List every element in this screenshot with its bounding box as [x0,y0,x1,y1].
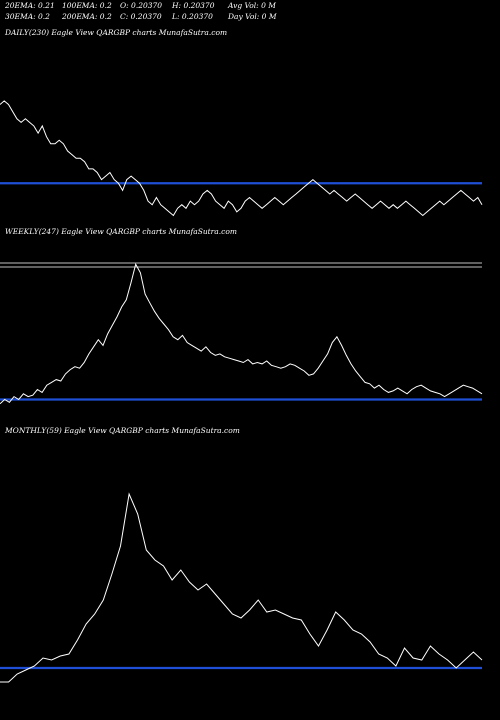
low-label: L: 0.20370 [172,12,213,21]
monthly-chart-title: MONTHLY(59) Eagle View QARGBP charts Mun… [5,426,240,435]
daily-price-line [0,100,483,217]
day-vol-label: Day Vol: 0 M [228,12,277,21]
close-label: C: 0.20370 [120,12,162,21]
weekly-chart-title: WEEKLY(247) Eagle View QARGBP charts Mun… [5,227,237,236]
ema30-label: 30EMA: 0.2 [5,12,50,21]
avg-vol-label: Avg Vol: 0 M [228,1,276,10]
ema20-label: 20EMA: 0.21 [5,1,55,10]
ema100-label: 100EMA: 0.2 [62,1,112,10]
daily-chart-title: DAILY(230) Eagle View QARGBP charts Muna… [5,28,228,37]
weekly-price-line [0,262,483,405]
ema200-label: 200EMA: 0.2 [62,12,112,21]
high-label: H: 0.20370 [172,1,215,10]
open-label: O: 0.20370 [120,1,163,10]
monthly-price-line [0,492,483,683]
